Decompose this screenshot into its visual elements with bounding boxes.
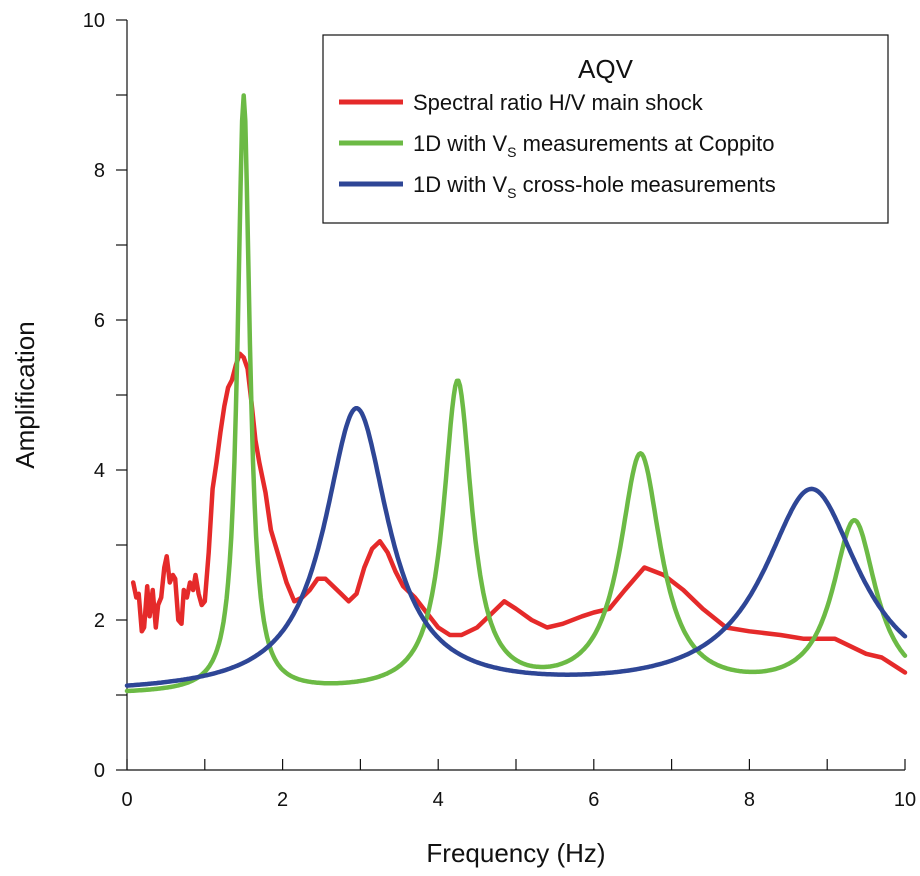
y-tick-label: 6: [94, 310, 105, 332]
legend-entry-label: 1D with VS measurements at Coppito: [413, 131, 775, 160]
x-tick-label: 0: [121, 789, 132, 811]
legend-entry-label: 1D with VS cross-hole measurements: [413, 172, 776, 201]
legend-entry-label: Spectral ratio H/V main shock: [413, 90, 704, 115]
x-tick-label: 10: [894, 789, 916, 811]
x-tick-label: 8: [744, 789, 755, 811]
axes: 0 2 4 6 8 10 0 2 4 6 8 10: [83, 10, 916, 811]
y-tick-label: 8: [94, 160, 105, 182]
series-coppito-line: [124, 93, 908, 694]
series-hv-ratio-line: [130, 351, 908, 675]
y-tick-label: 4: [94, 460, 105, 482]
y-tick-label: 2: [94, 610, 105, 632]
x-tick-label: 2: [277, 789, 288, 811]
series-crosshole-line: [124, 406, 908, 688]
x-tick-label: 6: [588, 789, 599, 811]
x-axis-title: Frequency (Hz): [426, 838, 605, 868]
legend: AQV Spectral ratio H/V main shock 1D with …: [322, 34, 889, 224]
x-tick-label: 4: [433, 789, 444, 811]
legend-title: AQV: [578, 54, 634, 84]
series-layer: [124, 93, 908, 694]
y-tick-label: 0: [94, 760, 105, 782]
y-axis-title: Amplification: [10, 321, 40, 468]
legend-box: [322, 34, 889, 224]
y-tick-label: 10: [83, 10, 105, 32]
